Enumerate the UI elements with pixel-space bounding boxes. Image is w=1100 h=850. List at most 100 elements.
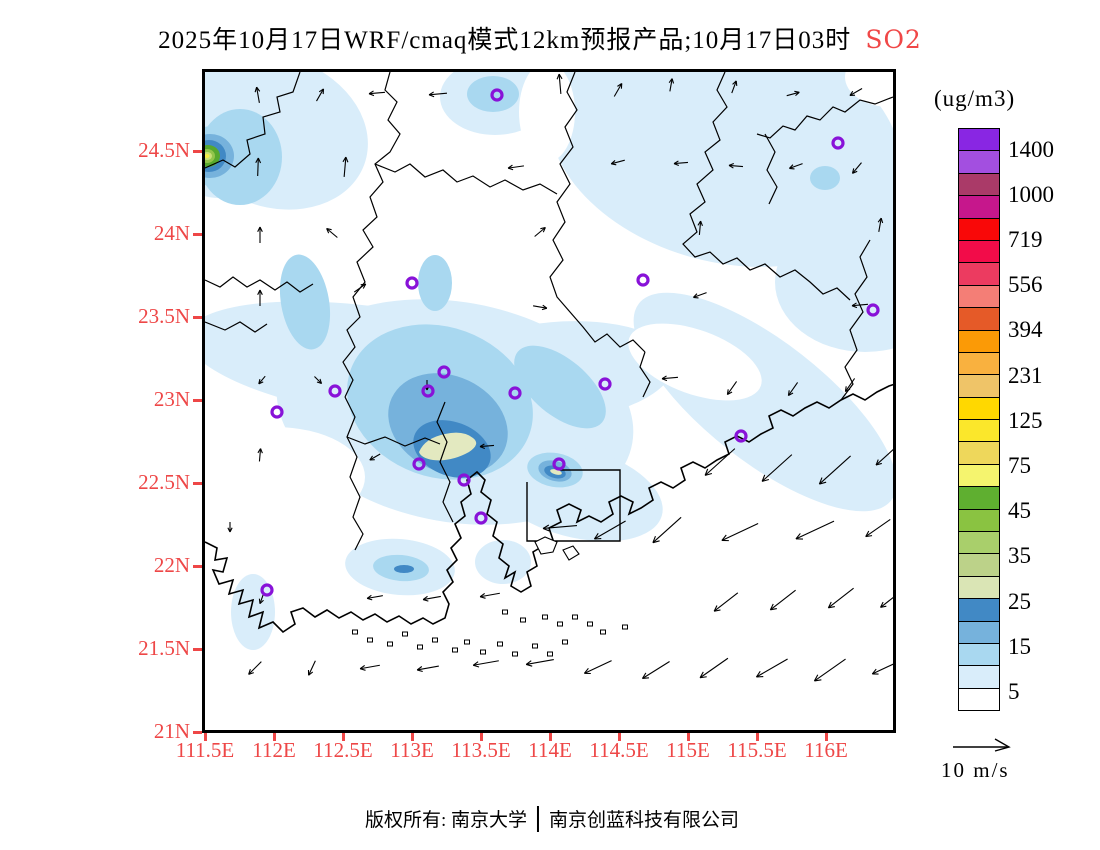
wind-arrow xyxy=(257,448,263,462)
x-axis-label-113.5E: 113.5E xyxy=(451,738,511,762)
wind-arrow xyxy=(368,90,386,97)
station-marker[interactable] xyxy=(405,276,419,290)
y-axis-label-23N: 23N xyxy=(153,387,190,411)
island xyxy=(367,637,373,643)
colorbar xyxy=(958,128,1000,712)
station-marker[interactable] xyxy=(457,473,471,487)
colorbar-cell xyxy=(959,352,999,376)
wind-arrow xyxy=(827,587,854,609)
so2-contour-clear xyxy=(519,72,575,162)
island xyxy=(572,614,578,620)
x-axis-label-115E: 115E xyxy=(666,738,710,762)
colorbar-cell xyxy=(959,464,999,488)
province-border xyxy=(549,72,646,353)
title-species: SO2 xyxy=(865,25,922,54)
coastline xyxy=(205,383,893,634)
y-axis-tick xyxy=(193,731,202,734)
x-axis-label-114.5E: 114.5E xyxy=(589,738,649,762)
colorbar-cell xyxy=(959,621,999,644)
wind-arrow xyxy=(479,443,495,449)
colorbar-cell xyxy=(959,240,999,264)
wind-arrow xyxy=(227,522,233,533)
island xyxy=(547,651,553,657)
footer-divider xyxy=(537,805,540,832)
province-border xyxy=(840,239,871,401)
wind-arrow xyxy=(248,661,262,675)
colorbar-cell xyxy=(959,643,999,667)
island xyxy=(532,643,538,649)
forecast-map[interactable] xyxy=(205,72,893,730)
colorbar-cell xyxy=(959,576,999,600)
wind-scale-arrow xyxy=(953,738,1011,752)
station-marker[interactable] xyxy=(866,303,880,317)
so2-contour-clear xyxy=(628,323,762,401)
wind-arrow xyxy=(818,455,851,485)
island xyxy=(502,609,508,615)
x-axis-tick xyxy=(618,733,621,741)
colorbar-cell xyxy=(959,397,999,421)
y-axis-tick xyxy=(193,233,202,236)
province-border xyxy=(436,401,454,523)
colorbar-cell xyxy=(959,599,999,622)
station-marker[interactable] xyxy=(412,457,426,471)
so2-contour-medium xyxy=(279,254,331,350)
title-text: 2025年10月17日WRF/cmaq模式12km预报产品;10月17日03时 xyxy=(158,27,852,54)
island xyxy=(452,647,458,653)
island xyxy=(497,641,503,647)
station-marker[interactable] xyxy=(437,365,451,379)
wind-arrow xyxy=(641,661,670,680)
station-marker[interactable] xyxy=(328,384,342,398)
colorbar-cell xyxy=(959,420,999,443)
x-axis-label-112.5E: 112.5E xyxy=(313,738,373,762)
wind-arrow xyxy=(593,520,626,540)
province-border xyxy=(205,72,301,169)
wind-arrow xyxy=(610,159,625,166)
colorbar-cell xyxy=(959,151,999,174)
wind-arrow xyxy=(652,516,682,544)
station-marker[interactable] xyxy=(270,405,284,419)
station-marker[interactable] xyxy=(734,429,748,443)
station-marker[interactable] xyxy=(552,457,566,471)
colorbar-cell xyxy=(959,285,999,309)
station-marker[interactable] xyxy=(636,273,650,287)
wind-arrow xyxy=(875,449,893,466)
station-marker[interactable] xyxy=(474,511,488,525)
x-axis-label-114E: 114E xyxy=(528,738,572,762)
wind-arrow xyxy=(726,381,738,396)
wind-arrow xyxy=(416,665,439,673)
island xyxy=(520,617,526,623)
island xyxy=(387,641,393,647)
wind-arrow xyxy=(673,160,689,166)
province-border xyxy=(756,96,893,139)
colorbar-label-394: 394 xyxy=(1008,317,1043,343)
island xyxy=(352,629,358,635)
x-axis-tick xyxy=(687,733,690,741)
so2-contour-dark xyxy=(394,565,414,573)
wind-arrow xyxy=(525,659,554,667)
wind-arrow xyxy=(699,657,729,679)
island xyxy=(542,614,548,620)
wind-arrow xyxy=(849,88,863,97)
wind-arrow xyxy=(789,163,803,170)
wind-arrow xyxy=(704,448,736,476)
wind-arrow xyxy=(731,80,738,94)
colorbar-label-125: 125 xyxy=(1008,407,1043,433)
station-marker[interactable] xyxy=(260,583,274,597)
x-axis-tick xyxy=(204,733,207,741)
station-marker[interactable] xyxy=(598,377,612,391)
map-frame xyxy=(202,69,896,733)
wind-arrow xyxy=(787,382,799,397)
so2-contour-clear xyxy=(845,72,893,107)
wind-arrow xyxy=(257,226,263,243)
station-marker[interactable] xyxy=(421,384,435,398)
station-marker[interactable] xyxy=(508,386,522,400)
colorbar-cell xyxy=(959,666,999,689)
colorbar-unit-label: (ug/m3) xyxy=(934,86,1016,111)
station-marker[interactable] xyxy=(490,88,504,102)
so2-contour-medium xyxy=(418,255,452,311)
wind-arrow xyxy=(769,589,796,611)
wind-arrow xyxy=(359,664,380,671)
station-marker[interactable] xyxy=(831,136,845,150)
wind-arrow xyxy=(755,658,788,678)
